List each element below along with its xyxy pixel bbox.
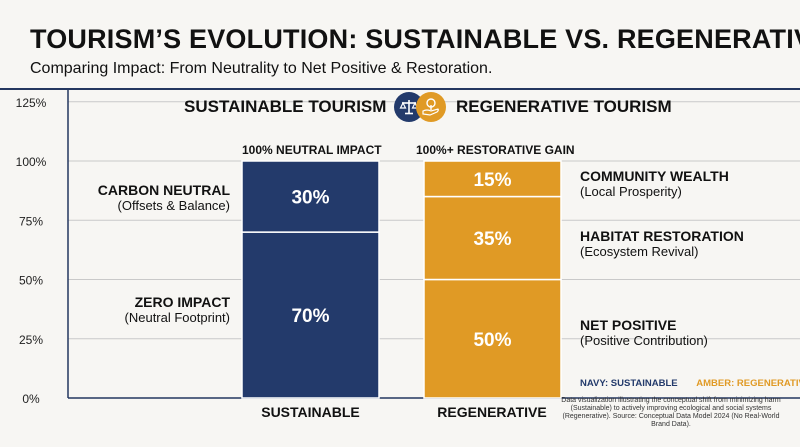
- legend-sustainable-label: SUSTAINABLE TOURISM: [184, 97, 387, 116]
- footnote: Data visualization illustrating the conc…: [561, 397, 781, 428]
- bar-segment: [423, 160, 562, 198]
- bar-data-label: 15%: [473, 170, 511, 191]
- bar-data-label: 50%: [473, 330, 511, 351]
- label-carbon-neutral: CARBON NEUTRAL (Offsets & Balance): [98, 182, 230, 213]
- y-tick-label: 25%: [19, 333, 43, 347]
- label-habitat-restoration-sub: (Ecosystem Revival): [580, 244, 699, 259]
- label-net-positive-title: NET POSITIVE: [580, 317, 677, 333]
- y-tick-label: 75%: [19, 214, 43, 228]
- label-community-wealth-sub: (Local Prosperity): [580, 184, 682, 199]
- label-community-wealth-title: COMMUNITY WEALTH: [580, 168, 729, 184]
- bar-segment: [241, 231, 380, 399]
- tree-in-hand-icon: [416, 92, 446, 122]
- bar-data-label: 35%: [473, 229, 511, 250]
- label-net-positive-sub: (Positive Contribution): [580, 333, 708, 348]
- label-carbon-neutral-title: CARBON NEUTRAL: [97, 182, 230, 198]
- label-habitat-restoration: HABITAT RESTORATION (Ecosystem Revival): [580, 228, 744, 259]
- y-tick-label: 125%: [16, 96, 47, 110]
- label-community-wealth: COMMUNITY WEALTH (Local Prosperity): [580, 168, 729, 199]
- label-habitat-restoration-title: HABITAT RESTORATION: [580, 228, 744, 244]
- label-carbon-neutral-sub: (Offsets & Balance): [117, 198, 230, 213]
- color-key: NAVY: SUSTAINABLE AMBER: REGENERATIVE: [580, 378, 800, 389]
- bar-header-sustainable: 100% NEUTRAL IMPACT: [242, 143, 382, 157]
- bar-data-label: 30%: [291, 188, 329, 209]
- legend-sustainable: SUSTAINABLE TOURISM: [184, 92, 425, 122]
- bar-data-label: 70%: [291, 306, 329, 327]
- y-tick-label: 50%: [19, 274, 43, 288]
- color-key-amber: AMBER: REGENERATIVE: [696, 378, 800, 389]
- x-category-sustainable: SUSTAINABLE: [261, 404, 360, 420]
- title-divider: [0, 88, 800, 90]
- color-key-navy: NAVY: SUSTAINABLE: [580, 378, 678, 389]
- label-zero-impact-title: ZERO IMPACT: [134, 294, 230, 310]
- bar-segment: [241, 160, 380, 233]
- bar-segment: [423, 195, 562, 281]
- x-category-regenerative: REGENERATIVE: [437, 404, 547, 420]
- chart-title: TOURISM’S EVOLUTION: SUSTAINABLE VS. REG…: [30, 24, 800, 54]
- legend-regenerative-label: REGENERATIVE TOURISM: [456, 97, 672, 116]
- chart-subtitle: Comparing Impact: From Neutrality to Net…: [30, 60, 493, 77]
- label-net-positive: NET POSITIVE (Positive Contribution): [580, 317, 708, 348]
- y-tick-label: 0%: [22, 392, 40, 406]
- y-tick-label: 100%: [16, 155, 47, 169]
- legend-regenerative: REGENERATIVE TOURISM: [416, 92, 672, 122]
- label-zero-impact: ZERO IMPACT (Neutral Footprint): [125, 294, 230, 325]
- bar-header-regenerative: 100%+ RESTORATIVE GAIN: [416, 143, 575, 157]
- label-zero-impact-sub: (Neutral Footprint): [124, 310, 230, 325]
